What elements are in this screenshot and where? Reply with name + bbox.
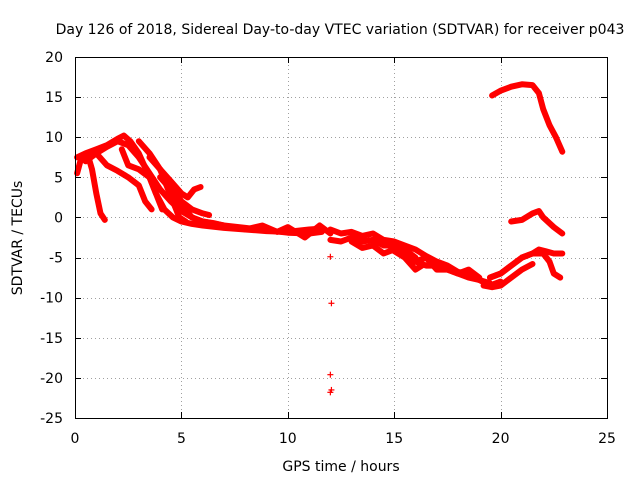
data-layer xyxy=(74,81,566,396)
series-arc-15 xyxy=(391,248,425,273)
x-tick-label: 25 xyxy=(598,431,616,447)
y-tick-label: -5 xyxy=(49,251,63,267)
outlier-point xyxy=(328,300,335,307)
series-arc-14 xyxy=(380,238,483,281)
plot-frame xyxy=(75,57,608,419)
x-tick-label: 15 xyxy=(385,431,403,447)
y-tick-label: -10 xyxy=(40,291,63,307)
series-arc-21 xyxy=(489,81,566,155)
x-tick-label: 0 xyxy=(71,431,80,447)
y-tick-label: -20 xyxy=(40,371,63,387)
series-arc-20 xyxy=(508,208,566,237)
x-tick-label: 10 xyxy=(279,431,297,447)
axis-ticks: 0 5 10 15 20 25 -25 -20 -15 -10 -5 0 5 10 15 20 xyxy=(40,50,616,447)
series-arc-4 xyxy=(93,150,155,213)
series-arc-5 xyxy=(118,146,166,213)
series-arc-19 xyxy=(487,246,566,281)
series-arc-16 xyxy=(412,258,504,289)
series-arc-1 xyxy=(74,151,108,223)
grid xyxy=(75,57,607,418)
y-tick-label: -25 xyxy=(40,411,63,427)
y-tick-label: 10 xyxy=(45,130,63,146)
y-tick-label: 15 xyxy=(45,90,63,106)
x-tick-label: 5 xyxy=(177,431,186,447)
outlier-point xyxy=(327,253,334,260)
series-arc-9 xyxy=(157,174,227,229)
x-tick-label: 20 xyxy=(492,431,510,447)
y-tick-label: 20 xyxy=(45,50,63,66)
x-axis-label: GPS time / hours xyxy=(282,459,399,475)
chart-title: Day 126 of 2018, Sidereal Day-to-day VTE… xyxy=(56,22,625,38)
series-arc-17 xyxy=(480,261,536,291)
y-tick-label: 5 xyxy=(54,170,63,186)
y-tick-label: -15 xyxy=(40,331,63,347)
y-axis-label: SDTVAR / TECUs xyxy=(10,181,26,296)
outlier-point xyxy=(327,389,334,396)
series-arc-13 xyxy=(348,238,419,261)
outlier-point xyxy=(327,371,334,378)
series-arc-10 xyxy=(242,222,334,241)
y-tick-label: 0 xyxy=(54,210,63,226)
